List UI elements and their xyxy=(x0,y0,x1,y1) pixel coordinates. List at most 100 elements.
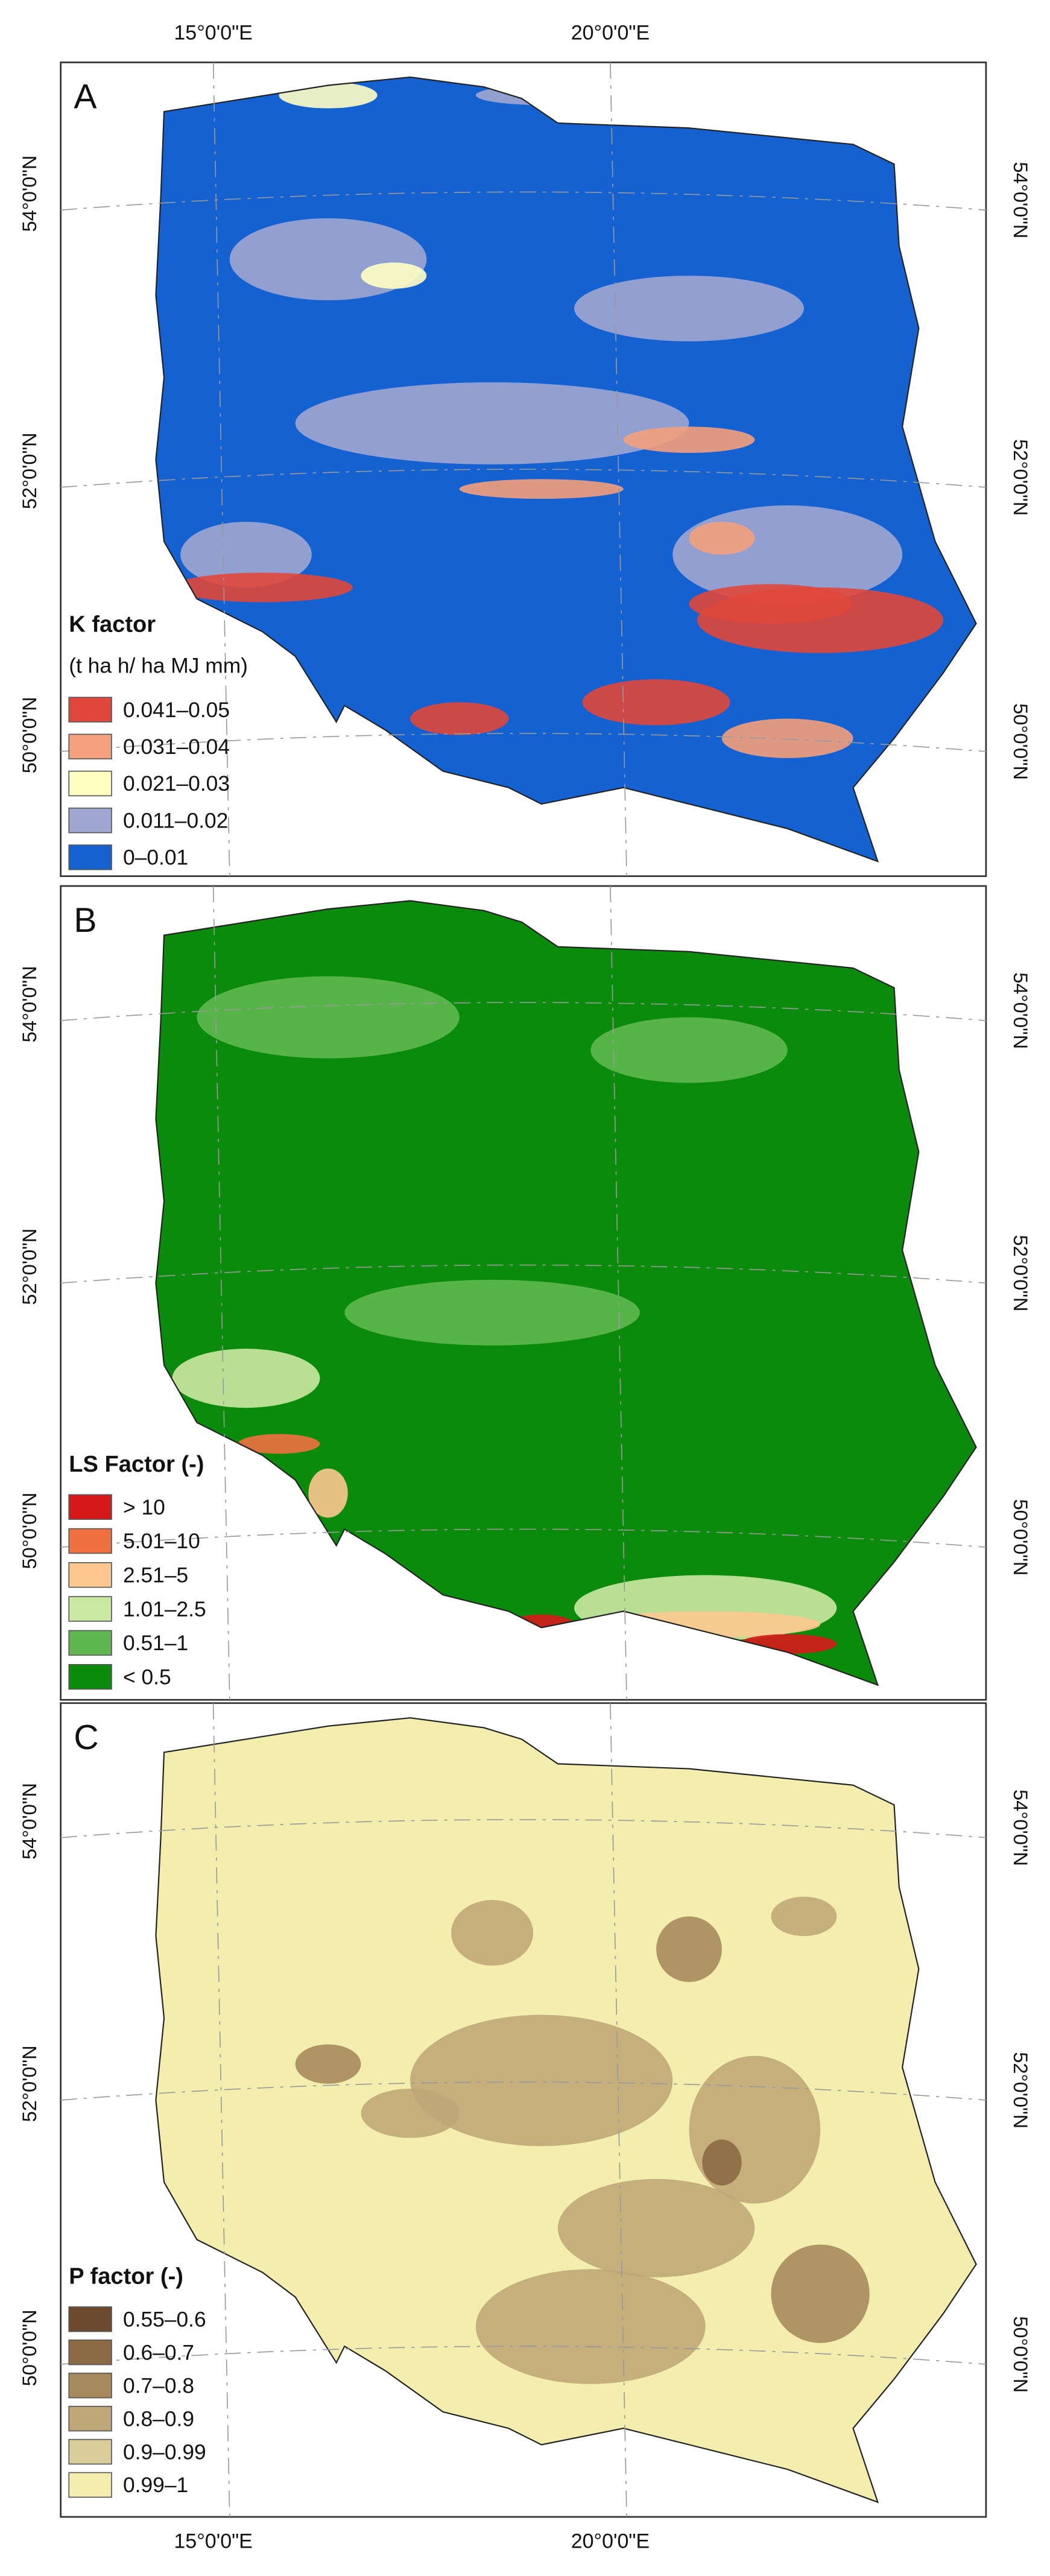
map-patch xyxy=(344,1279,640,1346)
graticule xyxy=(60,2081,986,2101)
lat-label: 54°0'0"N xyxy=(18,156,40,232)
map-panel: B 54°0'0"N 54°0'0"N 52°0'0"N 52°0'0"N 50°0'0"… xyxy=(18,885,1032,1701)
legend-swatch xyxy=(68,807,112,834)
map-patch xyxy=(656,1916,722,1983)
map-patch xyxy=(451,1900,534,1966)
graticule xyxy=(60,1002,986,1021)
map-panel: C 54°0'0"N 54°0'0"N 52°0'0"N 52°0'0"N 50°0'0"… xyxy=(18,1702,1032,2518)
legend-label: 0.8–0.9 xyxy=(123,2407,194,2431)
panel-letter: C xyxy=(74,1718,98,1757)
patches xyxy=(172,82,944,758)
lat-label: 52°0'0"N xyxy=(1010,2052,1032,2128)
map-panel: A 54°0'0"N 54°0'0"N 52°0'0"N 52°0'0"N 50°0'0"… xyxy=(18,62,1032,878)
map-patch xyxy=(557,2179,755,2277)
lon-label: 15°0'0"E xyxy=(174,21,252,44)
legend-label: 0.7–0.8 xyxy=(123,2374,194,2397)
map-patch xyxy=(410,2014,673,2147)
panel-letter: A xyxy=(74,78,96,116)
map-patch xyxy=(689,584,853,624)
map-patch xyxy=(590,1017,788,1083)
legend-swatch xyxy=(68,770,112,797)
lat-label: 50°0'0"N xyxy=(18,2309,40,2386)
graticule xyxy=(60,1528,986,1548)
map-patch xyxy=(721,718,853,758)
legend-label: 0.99–1 xyxy=(123,2473,188,2497)
legend-swatch xyxy=(68,2339,112,2366)
graticule xyxy=(212,62,230,876)
graticule xyxy=(60,191,986,211)
legend-label: 1.01–2.5 xyxy=(123,1598,206,1621)
graticule xyxy=(212,886,230,1700)
graticule xyxy=(60,2346,986,2365)
legend-swatch xyxy=(68,2405,112,2432)
legend-title: K factor xyxy=(69,612,156,637)
country-border xyxy=(155,1717,977,2504)
graticule xyxy=(60,1264,986,1284)
lat-label: 52°0'0"N xyxy=(18,432,40,509)
map-patch xyxy=(689,522,755,555)
graticule xyxy=(610,62,627,876)
graticule xyxy=(60,733,986,752)
map-patch xyxy=(172,1349,320,1408)
lat-label: 52°0'0"N xyxy=(18,1229,40,1305)
lat-label: 54°0'0"N xyxy=(1010,1790,1032,1866)
legend-swatch xyxy=(68,2438,112,2465)
map-patch xyxy=(623,426,755,453)
panel-letter: B xyxy=(74,901,96,940)
lat-label: 50°0'0"N xyxy=(1010,1499,1032,1575)
legend-label: 0.011–0.02 xyxy=(123,809,228,832)
lat-label: 50°0'0"N xyxy=(1010,2316,1032,2393)
legend-swatch xyxy=(68,1596,112,1622)
legend-subtitle: (t ha h/ ha MJ mm) xyxy=(69,654,248,677)
country-border xyxy=(155,900,977,1686)
map-patch xyxy=(308,1468,348,1518)
legend-swatch xyxy=(68,1528,112,1554)
legend-label: 0.51–1 xyxy=(123,1631,188,1655)
map-patch xyxy=(410,702,509,735)
map-patch xyxy=(361,262,427,289)
legend-swatch xyxy=(68,2372,112,2399)
legend-label: 0.9–0.99 xyxy=(123,2440,206,2464)
legend-label: 0.031–0.04 xyxy=(123,735,230,759)
legend-label: 0.6–0.7 xyxy=(123,2341,194,2364)
map-patch xyxy=(771,2244,870,2343)
lon-label: 15°0'0"E xyxy=(174,2530,252,2553)
lat-label: 50°0'0"N xyxy=(1010,703,1032,780)
legend-title: P factor (-) xyxy=(69,2264,183,2290)
lon-label: 20°0'0"E xyxy=(571,21,650,44)
lat-label: 52°0'0"N xyxy=(18,2045,40,2122)
legend-swatch xyxy=(68,1494,112,1520)
graticule xyxy=(610,1703,627,2517)
legend-swatch xyxy=(68,697,112,723)
graticule xyxy=(60,469,986,488)
legend-label: 0–0.01 xyxy=(123,846,188,870)
lat-label: 50°0'0"N xyxy=(18,1493,40,1569)
lat-label: 50°0'0"N xyxy=(18,697,40,773)
map-patch xyxy=(459,479,624,499)
legend-label: 0.021–0.03 xyxy=(123,772,230,796)
map-patch xyxy=(180,522,312,587)
map-patch xyxy=(238,1434,320,1454)
legend-swatch xyxy=(68,844,112,870)
legend-swatch xyxy=(68,1562,112,1588)
map-patch xyxy=(172,572,353,603)
lon-label: 20°0'0"E xyxy=(571,2530,650,2553)
legend-label: 0.041–0.05 xyxy=(123,698,230,722)
map-patch xyxy=(475,2269,706,2384)
graticule xyxy=(60,1819,986,1838)
legend-label: < 0.5 xyxy=(123,1665,171,1689)
legend-swatch xyxy=(68,2306,112,2332)
legend-swatch xyxy=(68,733,112,760)
map-patch xyxy=(771,1896,837,1937)
graticule xyxy=(212,1703,230,2517)
legend-swatch xyxy=(68,2472,112,2498)
patches xyxy=(295,1896,870,2384)
country-border xyxy=(155,76,977,863)
map-patch xyxy=(574,276,804,341)
lat-label: 54°0'0"N xyxy=(18,1783,40,1859)
lat-label: 54°0'0"N xyxy=(18,966,40,1042)
legend-label: > 10 xyxy=(123,1496,165,1519)
map-patch xyxy=(689,2055,821,2204)
